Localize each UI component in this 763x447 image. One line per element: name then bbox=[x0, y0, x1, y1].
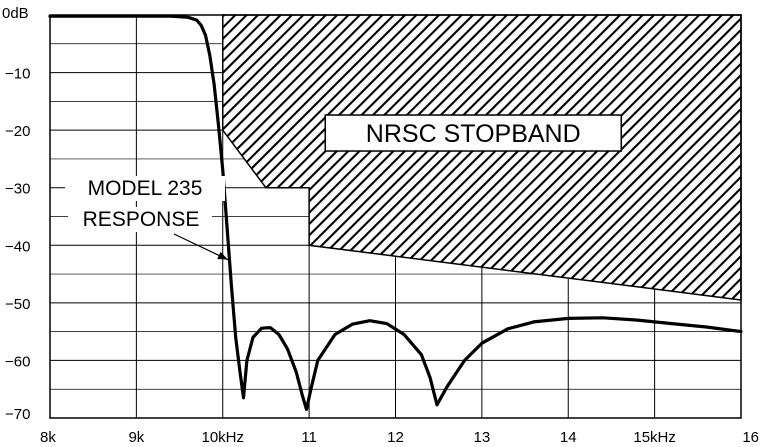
x-tick-label: 9k bbox=[128, 429, 144, 446]
x-tick-label: 15kHz bbox=[633, 429, 676, 446]
x-tick-label: 14 bbox=[560, 429, 577, 446]
tick-labels: 0dB −10 −20 −30 −40 −50 −60 −70 8k 9k 10kHz 11 12 13 1… bbox=[2, 5, 759, 446]
y-tick-label: −60 bbox=[5, 353, 30, 370]
y-tick-label: −30 bbox=[5, 181, 30, 198]
series bbox=[48, 14, 743, 411]
series-label-bg bbox=[65, 176, 225, 201]
x-tick-label: 10kHz bbox=[201, 429, 244, 446]
y-tick-label: −50 bbox=[5, 296, 30, 313]
plot-frame bbox=[49, 14, 742, 419]
stopband-region bbox=[222, 14, 742, 301]
annotations: MODEL 235 RESPONSE bbox=[65, 176, 229, 261]
stopband: NRSC STOPBAND bbox=[222, 14, 742, 301]
x-tick-label: 8k bbox=[40, 429, 56, 446]
plot-border bbox=[49, 14, 742, 419]
series-label-bg bbox=[68, 207, 212, 232]
stopband-label: NRSC STOPBAND bbox=[366, 120, 581, 148]
x-tick-label: 13 bbox=[474, 429, 491, 446]
y-tick-label: −40 bbox=[5, 238, 30, 255]
response-curve bbox=[48, 14, 743, 411]
x-tick-label: 16 bbox=[742, 429, 759, 446]
stopband-label-box bbox=[324, 114, 622, 152]
series-label-line2: RESPONSE bbox=[83, 208, 200, 231]
y-tick-label: −20 bbox=[5, 123, 30, 140]
x-tick-label: 11 bbox=[301, 429, 317, 446]
y-tick-label: −10 bbox=[5, 66, 30, 83]
x-tick-label: 12 bbox=[387, 429, 404, 446]
series-label-line1: MODEL 235 bbox=[88, 177, 203, 200]
y-tick-label: 0dB bbox=[2, 5, 29, 22]
y-tick-label: −70 bbox=[5, 406, 30, 423]
series-label-arrowhead bbox=[217, 251, 228, 260]
